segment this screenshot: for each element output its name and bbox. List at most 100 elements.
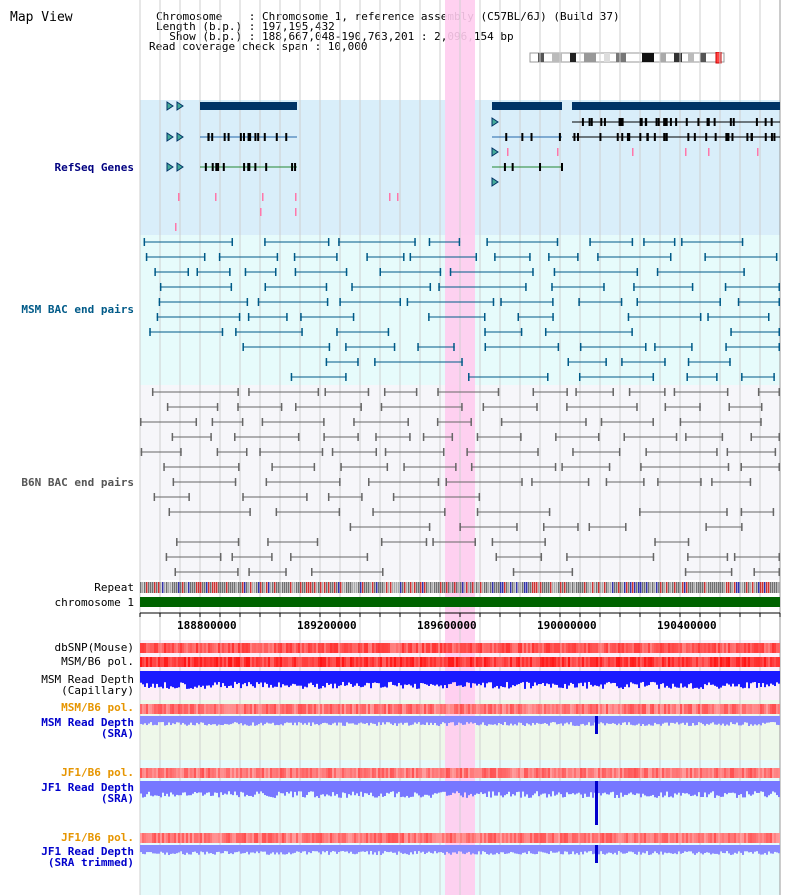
read-depth-bar	[638, 716, 640, 724]
read-depth-bar	[374, 671, 376, 683]
polymorphism-cell	[518, 833, 520, 843]
polymorphism-cell	[668, 657, 670, 667]
read-depth-bar	[314, 781, 316, 798]
read-depth-bar	[362, 845, 364, 852]
b6n-bac-pair-end	[699, 403, 701, 411]
polymorphism-cell	[726, 657, 728, 667]
read-depth-bar	[634, 781, 636, 796]
read-depth-bar	[480, 716, 482, 725]
read-depth-bar	[294, 781, 296, 792]
read-depth-bar	[358, 845, 360, 853]
polymorphism-cell	[330, 704, 332, 714]
polymorphism-cell	[410, 657, 412, 667]
polymorphism-cell	[674, 657, 676, 667]
read-depth-bar	[442, 716, 444, 723]
polymorphism-cell	[324, 768, 326, 778]
polymorphism-cell	[192, 833, 194, 843]
read-depth-bar	[654, 716, 656, 723]
polymorphism-cell	[176, 833, 178, 843]
b6n-bac-pair-end	[555, 433, 557, 441]
polymorphism-cell	[742, 704, 744, 714]
msm-bac-pair-end	[552, 298, 554, 306]
read-depth-bar	[264, 671, 266, 683]
polymorphism-cell	[652, 768, 654, 778]
repeat-element	[688, 582, 690, 593]
b6n-bac-pair-end	[297, 433, 300, 441]
read-depth-bar	[328, 716, 330, 725]
polymorphism-cell	[502, 833, 504, 843]
read-depth-bar	[720, 781, 722, 797]
read-depth-bar	[496, 845, 498, 853]
read-depth-bar	[368, 781, 370, 796]
refseq-exon	[714, 133, 717, 141]
read-depth-bar	[714, 845, 716, 854]
repeat-element	[370, 582, 372, 593]
read-depth-bar	[170, 781, 172, 793]
polymorphism-cell	[230, 768, 232, 778]
polymorphism-cell	[444, 768, 446, 778]
repeat-element	[218, 582, 220, 593]
polymorphism-cell	[216, 704, 218, 714]
read-depth-bar	[480, 671, 482, 686]
polymorphism-cell	[716, 704, 718, 714]
read-depth-bar	[710, 716, 712, 724]
polymorphism-cell	[456, 643, 458, 653]
msm-bac-pair-end	[235, 328, 237, 336]
read-depth-bar	[416, 845, 418, 854]
b6n-bac-pair-end	[451, 433, 454, 441]
read-depth-bar	[278, 845, 280, 855]
read-depth-bar	[510, 716, 512, 724]
polymorphism-cell	[508, 768, 510, 778]
read-depth-bar	[234, 716, 236, 723]
polymorphism-cell	[756, 833, 758, 843]
read-depth-bar	[352, 845, 354, 854]
read-depth-bar	[460, 671, 462, 686]
read-depth-bar	[142, 716, 144, 725]
polymorphism-cell	[176, 643, 178, 653]
read-depth-bar	[726, 781, 728, 795]
polymorphism-cell	[456, 704, 458, 714]
polymorphism-cell	[540, 643, 542, 653]
refseq-exon	[646, 133, 649, 141]
polymorphism-cell	[266, 768, 268, 778]
polymorphism-cell	[298, 768, 300, 778]
refseq-exon	[616, 133, 619, 141]
repeat-element	[416, 582, 418, 593]
polymorphism-cell	[362, 768, 364, 778]
polymorphism-cell	[386, 704, 388, 714]
polymorphism-cell	[698, 833, 700, 843]
msm-bac-pair-end	[351, 283, 353, 291]
read-depth-bar	[774, 845, 776, 852]
b6n-bac-pair-end	[368, 478, 370, 486]
polymorphism-cell	[752, 657, 754, 667]
refseq-exon	[732, 118, 735, 126]
refseq-exon	[215, 163, 218, 171]
msm-bac-label[interactable]: MSM BAC end pairs	[21, 303, 134, 316]
read-depth-bar	[718, 671, 720, 689]
read-depth-bar	[586, 781, 588, 797]
polymorphism-cell	[260, 704, 262, 714]
polymorphism-cell	[578, 657, 580, 667]
read-depth-bar	[776, 671, 778, 683]
read-depth-bar	[690, 671, 692, 684]
polymorphism-cell	[360, 657, 362, 667]
polymorphism-cell	[428, 768, 430, 778]
msm-bac-pair-end	[778, 328, 780, 336]
read-depth-bar	[548, 845, 550, 855]
refseq-label[interactable]: RefSeq Genes	[54, 161, 134, 174]
polymorphism-cell	[184, 657, 186, 667]
polymorphism-cell	[494, 657, 496, 667]
b6n-bac-pair-end	[645, 448, 647, 456]
read-depth-bar	[436, 671, 438, 685]
read-depth-bar	[206, 781, 208, 793]
read-depth-bar	[438, 845, 440, 853]
polymorphism-cell	[426, 768, 428, 778]
polymorphism-cell	[310, 768, 312, 778]
polymorphism-cell	[686, 643, 688, 653]
polymorphism-cell	[472, 833, 474, 843]
polymorphism-cell	[496, 768, 498, 778]
read-depth-bar	[400, 716, 402, 723]
b6n-bac-label[interactable]: B6N BAC end pairs	[21, 476, 134, 489]
chromosome-ideogram[interactable]	[528, 52, 728, 64]
